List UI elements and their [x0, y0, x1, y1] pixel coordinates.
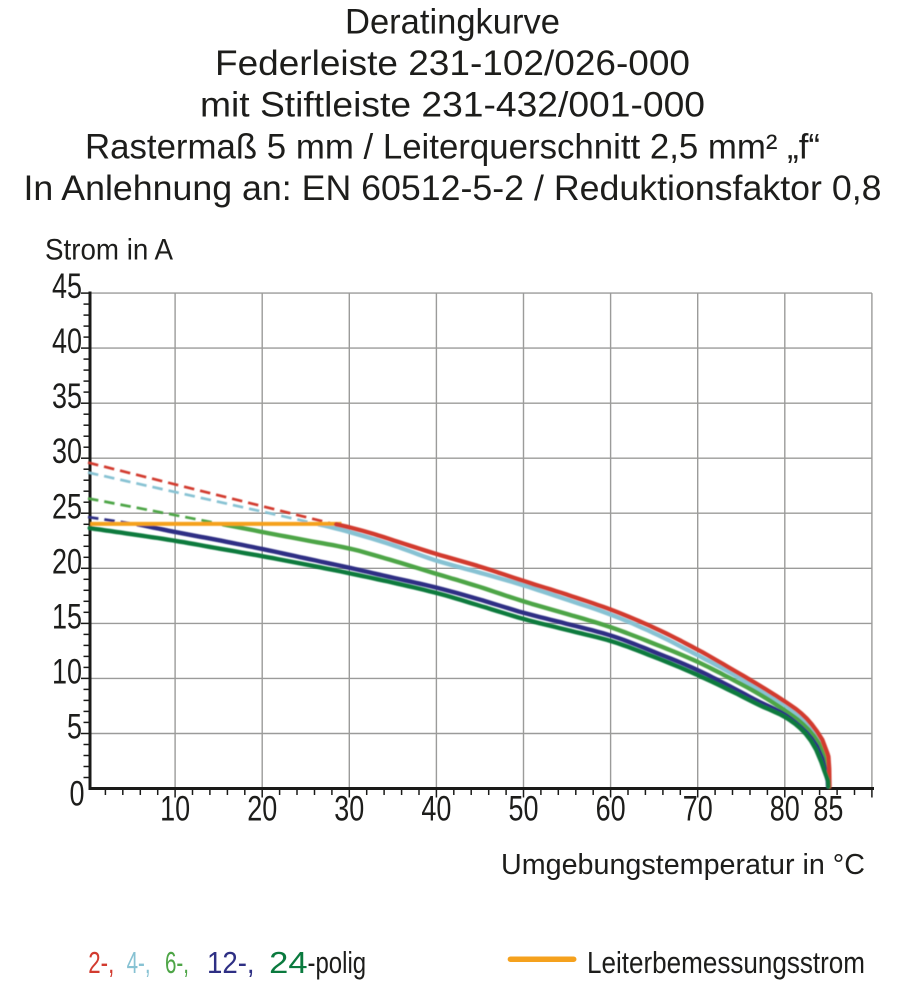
svg-text:40: 40	[421, 790, 451, 829]
svg-text:30: 30	[52, 432, 82, 471]
svg-text:85: 85	[813, 790, 843, 829]
svg-text:40: 40	[52, 322, 82, 361]
svg-text:mit Stiftleiste 231-432/001-00: mit Stiftleiste 231-432/001-000	[200, 86, 705, 125]
svg-text:15: 15	[52, 597, 82, 636]
svg-text:0: 0	[70, 775, 85, 814]
svg-text:5: 5	[67, 707, 82, 746]
svg-text:10: 10	[52, 652, 82, 691]
svg-text:Rastermaß 5 mm / Leiterquersch: Rastermaß 5 mm / Leiterquerschnitt 2,5 m…	[85, 127, 820, 166]
svg-text:24: 24	[269, 945, 307, 980]
svg-text:4-,: 4-,	[127, 945, 151, 980]
svg-text:60: 60	[596, 790, 626, 829]
svg-text:20: 20	[52, 542, 82, 581]
svg-text:-polig: -polig	[308, 945, 367, 980]
svg-text:6-,: 6-,	[165, 945, 189, 980]
svg-text:Federleiste 231-102/026-000: Federleiste 231-102/026-000	[215, 44, 690, 83]
svg-text:Deratingkurve: Deratingkurve	[345, 3, 560, 42]
svg-text:35: 35	[52, 377, 82, 416]
svg-text:20: 20	[247, 790, 277, 829]
svg-text:In Anlehnung an: EN 60512-5-2: In Anlehnung an: EN 60512-5-2 / Reduktio…	[24, 169, 882, 208]
svg-text:30: 30	[334, 790, 364, 829]
svg-text:12-,: 12-,	[207, 945, 255, 980]
svg-text:2-,: 2-,	[88, 945, 114, 980]
svg-text:50: 50	[509, 790, 539, 829]
svg-text:10: 10	[160, 790, 190, 829]
svg-text:45: 45	[52, 267, 82, 306]
svg-text:Leiterbemessungsstrom: Leiterbemessungsstrom	[587, 945, 865, 980]
svg-text:Strom in A: Strom in A	[45, 233, 173, 266]
svg-text:Umgebungstemperatur in °C: Umgebungstemperatur in °C	[501, 849, 865, 881]
svg-text:80: 80	[770, 790, 800, 829]
svg-text:25: 25	[52, 487, 82, 526]
svg-text:70: 70	[683, 790, 713, 829]
